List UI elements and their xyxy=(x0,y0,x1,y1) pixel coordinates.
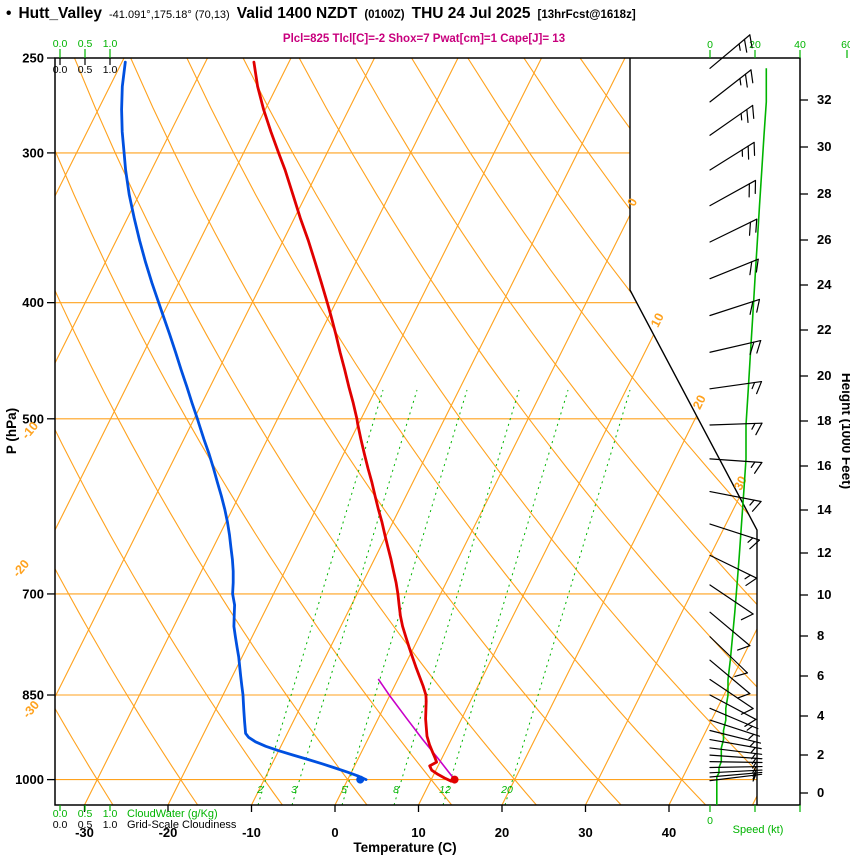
cloudwater-top-tick: 0.0 xyxy=(53,38,68,50)
wind-barbs xyxy=(709,34,763,782)
dry-adiabat-edge-label: -20 xyxy=(10,557,32,580)
height-tick-label: 22 xyxy=(817,322,831,337)
pressure-tick-label: 300 xyxy=(22,145,44,160)
height-tick-label: 24 xyxy=(817,277,832,292)
temp-tick-label: 0 xyxy=(331,825,338,840)
mixing-ratio-label: 12 xyxy=(439,784,451,796)
speed-tick-label: 0 xyxy=(707,39,713,51)
valid-time: Valid 1400 NZDT xyxy=(236,5,358,22)
height-tick-label: 18 xyxy=(817,413,831,428)
temp-tick-label: -30 xyxy=(75,825,94,840)
height-tick-label: 14 xyxy=(817,502,832,517)
pressure-tick-label: 500 xyxy=(22,411,44,426)
isotherm-edge-label: 0 xyxy=(625,196,641,209)
cloudiness-bottom-tick: 0.0 xyxy=(53,819,68,831)
cloudiness-bottom-tick: 0.5 xyxy=(78,819,93,831)
cloudwater-bottom-tick: 0.5 xyxy=(78,808,93,820)
temp-tick-label: 20 xyxy=(495,825,509,840)
mixing-ratio-label: 20 xyxy=(500,784,513,796)
cloudiness-top-tick: 0.0 xyxy=(53,64,68,76)
stability-indices: Plcl=825 Tlcl[C]=-2 Shox=7 Pwat[cm]=1 Ca… xyxy=(282,33,566,45)
cloud-scales: 0.00.00.00.00.50.50.50.51.01.01.01.0 xyxy=(53,38,118,831)
height-tick-label: 26 xyxy=(817,232,831,247)
temperature-axis: -30 -20 -10 0 10 20 30 40 xyxy=(75,805,676,840)
temp-tick-label: 40 xyxy=(662,825,676,840)
isotherm-edge-label: 20 xyxy=(690,393,709,412)
pressure-tick-label: 850 xyxy=(22,688,44,703)
pressure-tick-label: 400 xyxy=(22,295,44,310)
valid-utc: (0100Z) xyxy=(364,9,405,21)
dewpoint-curve xyxy=(120,60,368,781)
temp-tick-label: 10 xyxy=(411,825,425,840)
mixing-ratio-label: 2 xyxy=(256,784,263,796)
mixing-ratio-label: 3 xyxy=(291,784,297,796)
height-tick-label: 16 xyxy=(817,458,831,473)
temp-tick-label: 30 xyxy=(578,825,592,840)
station-name: Hutt_Valley xyxy=(18,5,102,22)
forecast-info: [13hrFcst@1618z] xyxy=(537,9,636,21)
cloudwater-bottom-tick: 1.0 xyxy=(103,808,118,820)
speed-axis-label: Speed (kt) xyxy=(733,824,784,836)
height-tick-label: 12 xyxy=(817,545,831,560)
height-tick-label: 32 xyxy=(817,92,831,107)
mixing-ratio-label: 5 xyxy=(341,784,347,796)
surface-parcel-curve xyxy=(377,678,456,781)
chart-title: • Hutt_Valley -41.091°,175.18° (70,13) V… xyxy=(6,5,636,23)
surface-dewpoint-marker xyxy=(356,775,365,784)
height-tick-label: 10 xyxy=(817,587,831,602)
height-tick-label: 4 xyxy=(817,708,825,723)
speed-profile xyxy=(716,68,768,805)
cloudwater-bottom-tick: 0.0 xyxy=(53,808,68,820)
temperature-curve xyxy=(252,60,453,783)
cloudwater-axis-label: CloudWater (g/Kg) xyxy=(127,808,218,820)
cloudwater-top-tick: 1.0 xyxy=(103,38,118,50)
cloudiness-bottom-tick: 1.0 xyxy=(103,819,118,831)
pressure-axis-label: P (hPa) xyxy=(4,408,19,454)
height-tick-label: 20 xyxy=(817,368,831,383)
pressure-axis: 250 300 400 500 700 850 1000 xyxy=(15,51,55,787)
height-axis-label: Height (1000 Feet) xyxy=(839,373,850,489)
station-bullet: • xyxy=(6,5,12,22)
isotherm-edge-label: 30 xyxy=(731,474,750,493)
station-coords: -41.091°,175.18° (70,13) xyxy=(109,9,230,21)
speed-tick-label: 20 xyxy=(749,39,761,51)
height-tick-label: 28 xyxy=(817,186,831,201)
height-tick-label: 6 xyxy=(817,668,824,683)
speed-bottom-tick-label: 0 xyxy=(707,815,713,827)
temperature-axis-label: Temperature (C) xyxy=(353,840,456,855)
plot-frame xyxy=(54,57,801,806)
pressure-tick-label: 700 xyxy=(22,586,44,601)
height-tick-label: 0 xyxy=(817,785,824,800)
cloudiness-axis-label: Grid-Scale Cloudiness xyxy=(127,819,237,831)
temp-tick-label: -20 xyxy=(159,825,178,840)
speed-tick-label: 40 xyxy=(794,39,806,51)
surface-temperature-marker xyxy=(450,775,459,784)
mixing-ratio-label: 8 xyxy=(393,784,399,796)
pressure-tick-label: 1000 xyxy=(15,772,44,787)
height-tick-label: 8 xyxy=(817,628,824,643)
valid-date: THU 24 Jul 2025 xyxy=(411,5,531,22)
isotherm-edge-label: 10 xyxy=(648,311,667,330)
height-tick-label: 30 xyxy=(817,139,831,154)
cloudwater-top-tick: 0.5 xyxy=(78,38,93,50)
speed-axis: 0 20 40 600 xyxy=(707,39,850,827)
temp-tick-label: -10 xyxy=(242,825,261,840)
speed-tick-label: 60 xyxy=(841,39,850,51)
height-tick-label: 2 xyxy=(817,747,824,762)
cloudiness-top-tick: 0.5 xyxy=(78,64,93,76)
cloudiness-top-tick: 1.0 xyxy=(103,64,118,76)
pressure-tick-label: 250 xyxy=(22,51,44,66)
